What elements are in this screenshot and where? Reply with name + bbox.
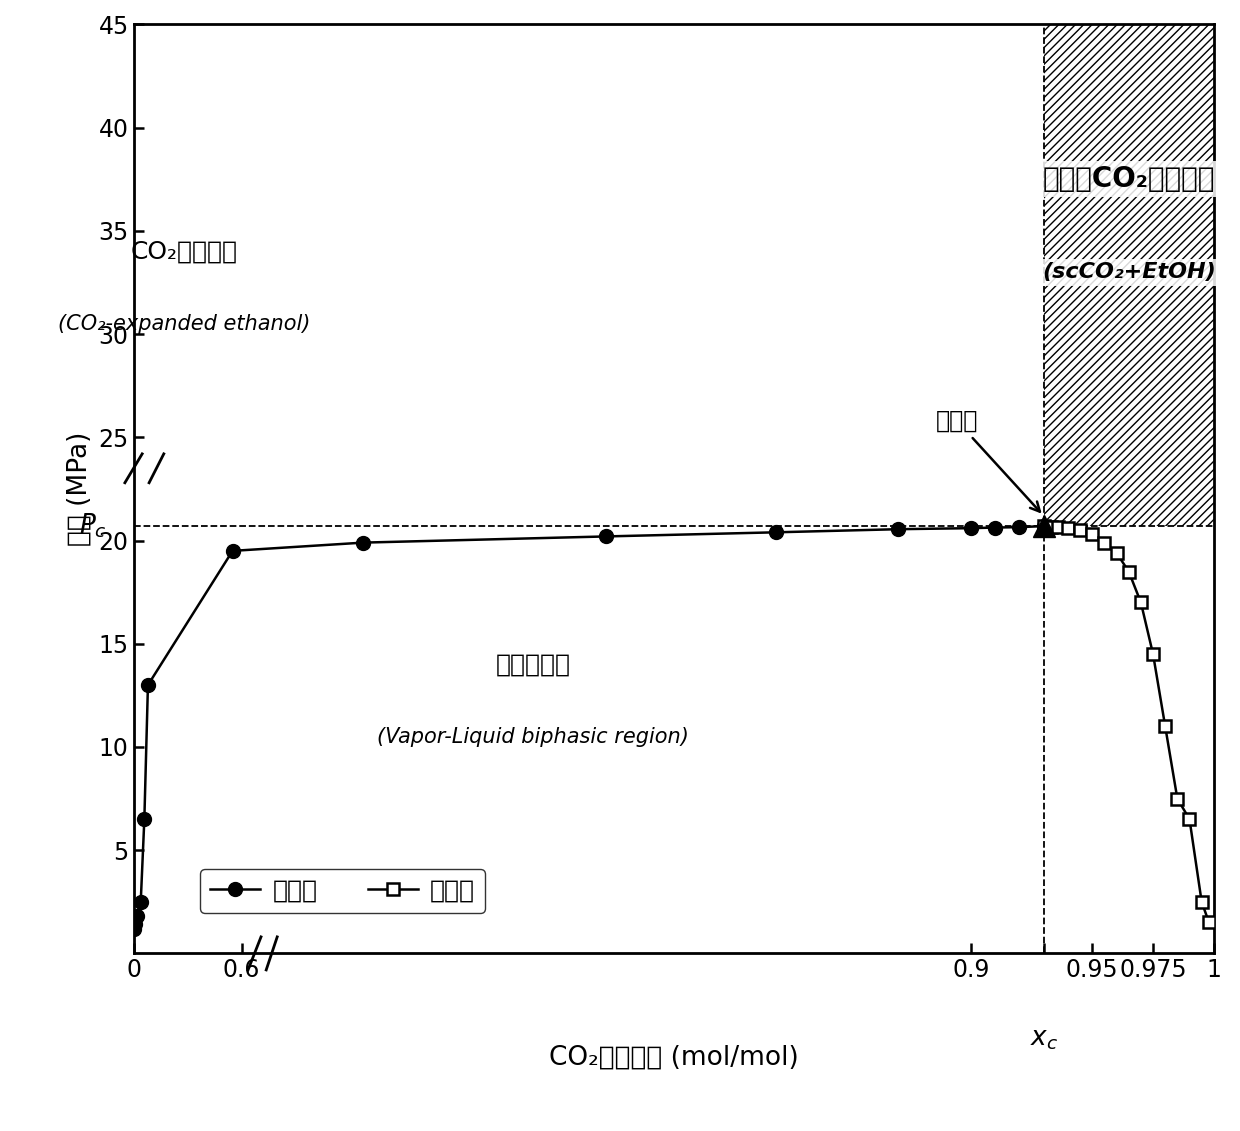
Polygon shape bbox=[1044, 25, 1214, 526]
Text: CO₂膨胀乙醇: CO₂膨胀乙醇 bbox=[130, 240, 237, 264]
Legend: 泡点线, 露点线: 泡点线, 露点线 bbox=[200, 869, 485, 913]
Text: (CO₂-expanded ethanol): (CO₂-expanded ethanol) bbox=[58, 313, 310, 334]
Text: $x_c$: $x_c$ bbox=[1029, 1026, 1058, 1052]
Y-axis label: 压力 (MPa): 压力 (MPa) bbox=[67, 432, 93, 546]
Text: 超临界CO₂夹带乙醇: 超临界CO₂夹带乙醇 bbox=[1043, 165, 1215, 193]
X-axis label: CO₂摩尔分率 (mol/mol): CO₂摩尔分率 (mol/mol) bbox=[549, 1045, 799, 1071]
Text: $P_c$: $P_c$ bbox=[78, 512, 107, 541]
Text: (Vapor-Liquid biphasic region): (Vapor-Liquid biphasic region) bbox=[377, 726, 689, 746]
Text: 气液两相区: 气液两相区 bbox=[496, 653, 570, 676]
Text: (scCO₂+EtOH): (scCO₂+EtOH) bbox=[1042, 262, 1215, 283]
Text: 临界点: 临界点 bbox=[936, 409, 1040, 511]
